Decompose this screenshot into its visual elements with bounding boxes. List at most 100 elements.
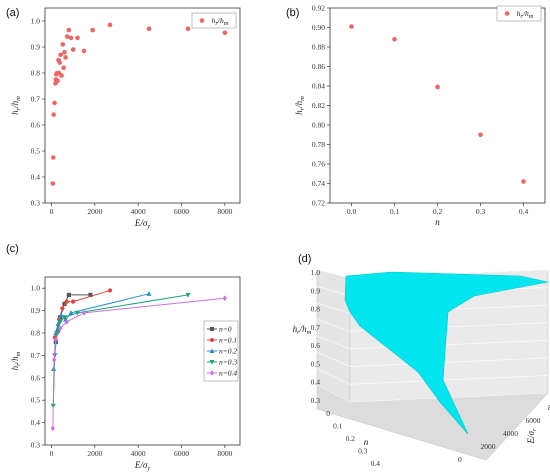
d-ytick-label: 2000 [481, 442, 496, 451]
chart-c: 0 2000 4000 6000 8000 0.3 0.4 0.5 0.6 0.7 0.8 0.9 1.… [10, 276, 241, 472]
b-legend-label: hr/hm [517, 9, 534, 20]
d-wall-gridline [349, 375, 549, 385]
d-xtick-label: 0.4 [371, 459, 381, 468]
b-xtick-label: 0.0 [347, 207, 357, 216]
a-xtick-label: 4000 [131, 207, 146, 216]
c-data-point [185, 292, 191, 298]
a-ytick-label: 0.7 [31, 95, 41, 104]
d-xtick-label: 0.3 [358, 447, 368, 456]
a-data-point [90, 27, 95, 33]
b-plot-frame [329, 7, 546, 204]
b-xtick-label: 0.3 [476, 207, 486, 216]
c-yaxis-label: hr/hm [10, 351, 22, 370]
c-data-point [81, 309, 87, 316]
a-legend-box [191, 12, 237, 29]
a-data-point [222, 30, 228, 35]
c-data-point [57, 319, 63, 325]
b-ytick-label: 0.78 [312, 140, 325, 149]
a-data-point [58, 52, 63, 58]
d-ytick-label: 4000 [503, 429, 518, 438]
c-legend-label: n=0.4 [219, 369, 237, 378]
a-ytick-label: 0.5 [31, 147, 41, 156]
c-data-point [66, 292, 71, 298]
c-data-point [53, 336, 58, 343]
d-ztick-label: 1.0 [311, 268, 321, 277]
b-ytick-label: 0.82 [312, 101, 325, 110]
c-data-point [68, 310, 74, 315]
d-ytick-label: 6000 [526, 416, 541, 425]
c-series-line [52, 297, 225, 429]
a-ytick-label: 0.9 [31, 43, 41, 52]
c-ytick-label: 0.5 [31, 396, 41, 405]
c-xtick-label: 4000 [131, 449, 146, 458]
c-data-point [50, 425, 55, 432]
b-ytick-label: 0.88 [312, 43, 325, 52]
d-xtick-label: 0.2 [346, 434, 356, 443]
b-legend-box [496, 5, 542, 22]
d-ytick-label: 8000 [548, 403, 550, 412]
a-data-point [62, 49, 67, 55]
c-legend-label: n=0.3 [219, 358, 237, 367]
b-ytick-label: 0.90 [312, 23, 325, 32]
a-data-point [51, 112, 56, 117]
d-ztick-label: 0.5 [311, 359, 321, 368]
d-ztick-label: 0.8 [311, 305, 321, 314]
a-data-point [64, 34, 70, 39]
b-ytick-label: 0.76 [312, 160, 325, 169]
d-wall-gridline [316, 335, 351, 350]
a-data-point [60, 42, 66, 47]
c-data-point [54, 330, 60, 336]
b-ytick-label: 0.72 [312, 199, 325, 208]
a-ytick-label: 0.3 [31, 199, 41, 208]
c-data-point [62, 315, 67, 321]
c-xtick-label: 0 [50, 449, 54, 458]
a-data-point [68, 35, 74, 41]
d-surface [344, 271, 549, 435]
d-ztick-label: 0.7 [311, 323, 321, 332]
a-plot-frame [44, 7, 241, 204]
b-xaxis-label: n [435, 217, 440, 227]
panel-label-d: (d) [298, 253, 311, 265]
c-xaxis-label: E/σy [134, 460, 150, 472]
c-ytick-label: 0.7 [31, 351, 41, 360]
c-ytick-label: 1.0 [31, 284, 41, 293]
b-xtick-label: 0.2 [433, 207, 443, 216]
d-ztick-label: 0.6 [311, 341, 321, 350]
a-legend-label: hr/hm [212, 16, 229, 27]
a-data-point [61, 65, 66, 71]
d-wall-gridline [316, 286, 351, 297]
c-data-point [52, 356, 57, 363]
b-data-point [435, 84, 440, 90]
c-data-point [222, 295, 227, 302]
d-ztick-label: 0.3 [311, 396, 321, 405]
c-data-point [58, 325, 63, 332]
a-ytick-label: 0.6 [31, 121, 41, 130]
d-xaxis-label: n [364, 437, 369, 447]
a-data-point [59, 73, 64, 78]
a-xtick-label: 6000 [174, 207, 189, 216]
c-data-point [107, 288, 113, 293]
a-ytick-label: 0.4 [31, 173, 41, 182]
b-xtick-label: 0.1 [390, 207, 400, 216]
c-series-line [52, 294, 189, 406]
a-data-point [52, 100, 57, 106]
b-legend-marker [504, 11, 510, 16]
a-xtick-label: 8000 [217, 207, 232, 216]
c-data-point [60, 306, 65, 311]
c-ytick-label: 0.6 [31, 373, 41, 382]
c-plot-frame [44, 276, 241, 446]
c-legend-marker [209, 348, 215, 353]
c-legend-marker [210, 338, 214, 342]
a-legend-marker [199, 18, 205, 23]
c-xtick-label: 6000 [174, 449, 189, 458]
a-ytick-label: 0.8 [31, 69, 41, 78]
c-data-point [62, 301, 67, 306]
a-data-point [66, 27, 72, 33]
c-data-point [64, 299, 69, 304]
c-legend-marker [209, 360, 215, 365]
c-data-point [88, 292, 93, 298]
c-data-point [146, 291, 152, 296]
c-legend-marker [210, 370, 214, 376]
d-wall-gridline [349, 357, 549, 367]
